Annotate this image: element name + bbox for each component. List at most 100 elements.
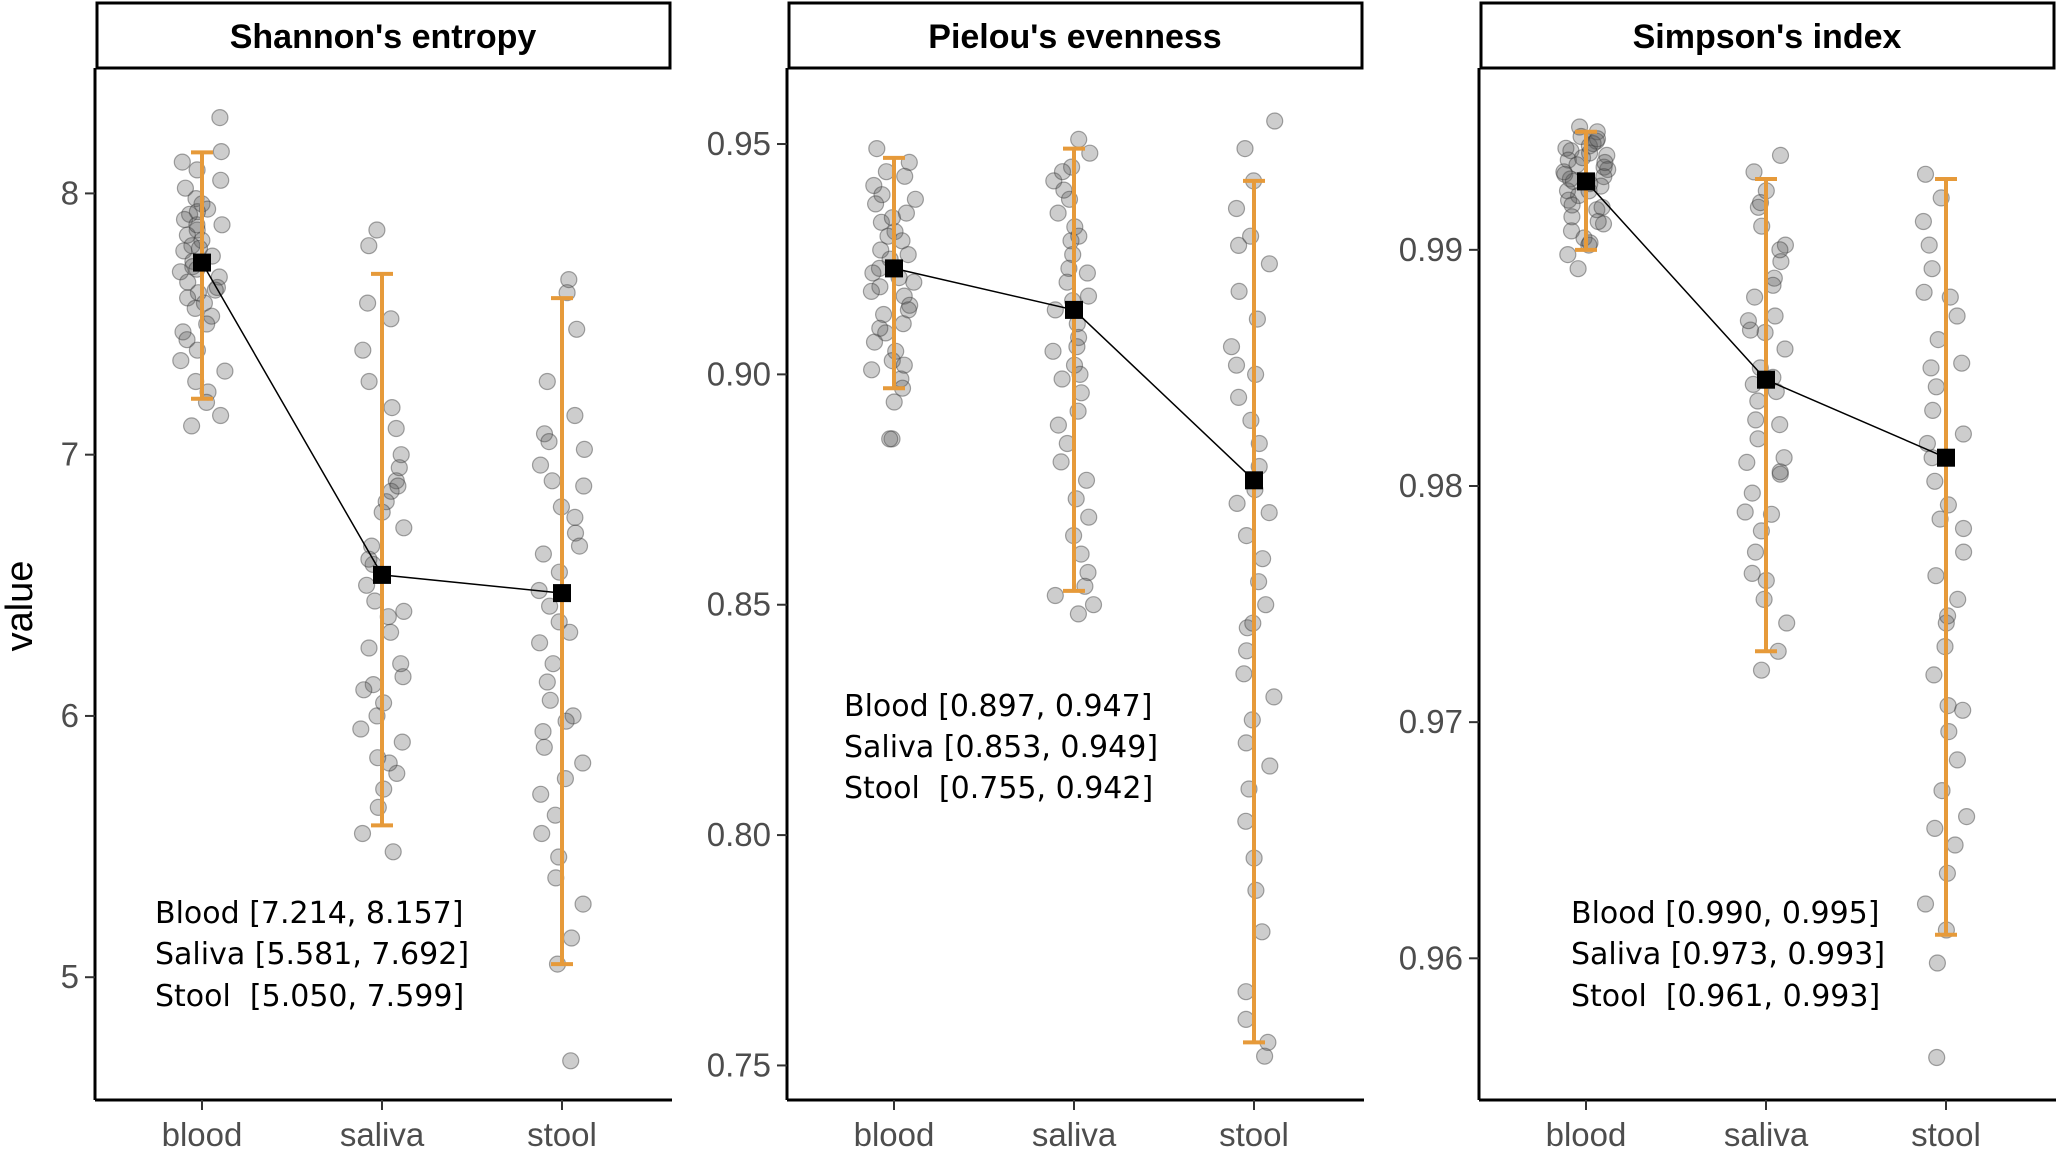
data-point: [1261, 757, 1279, 775]
y-tick-label: 7: [61, 436, 79, 473]
data-point: [1557, 139, 1575, 157]
data-point: [896, 167, 914, 185]
data-point: [1078, 264, 1096, 282]
data-point: [1749, 430, 1767, 448]
mean-marker: [553, 584, 571, 603]
data-point: [531, 456, 550, 474]
data-point: [1772, 253, 1790, 271]
data-point: [352, 720, 370, 738]
data-point: [382, 310, 400, 328]
interval-label-blood: Blood [0.897, 0.947]: [844, 689, 1152, 724]
interval-label-saliva: Saliva [0.853, 0.949]: [844, 730, 1158, 765]
data-point: [1222, 338, 1241, 356]
data-point: [1738, 453, 1756, 471]
mean-marker: [1577, 172, 1595, 191]
data-point: [1237, 983, 1255, 1001]
data-point: [900, 153, 918, 171]
interval-label-stool: Stool [5.050, 7.599]: [155, 979, 464, 1014]
data-point: [566, 406, 584, 425]
data-point: [1778, 614, 1796, 632]
data-point: [575, 477, 593, 495]
data-point: [360, 237, 378, 255]
data-point: [874, 305, 893, 324]
data-point: [1955, 543, 1973, 561]
data-point: [1053, 370, 1071, 388]
data-point: [865, 333, 884, 351]
data-point: [389, 477, 407, 495]
data-point: [1776, 340, 1794, 358]
data-point: [1588, 201, 1606, 219]
data-point: [1771, 465, 1789, 483]
interval-label-stool: Stool [0.961, 0.993]: [1571, 979, 1880, 1014]
data-point: [885, 393, 903, 411]
data-point: [866, 195, 885, 213]
data-point: [568, 320, 586, 338]
data-point: [1743, 484, 1761, 502]
data-point: [540, 433, 558, 451]
data-point: [1954, 701, 1972, 719]
y-axis-title: value: [0, 561, 41, 652]
interval-label-saliva: Saliva [5.581, 7.692]: [155, 937, 469, 972]
data-point: [1555, 163, 1573, 181]
data-point: [538, 673, 556, 691]
data-point: [1562, 142, 1580, 160]
interval-label-blood: Blood [7.214, 8.157]: [155, 896, 463, 931]
data-point: [1739, 312, 1757, 330]
data-point: [183, 237, 201, 255]
mean-marker: [1757, 370, 1775, 389]
data-point: [862, 361, 881, 379]
data-point: [1954, 425, 1972, 443]
data-point: [1928, 954, 1946, 972]
data-point: [1256, 1047, 1274, 1065]
data-point: [1749, 392, 1767, 410]
data-point: [883, 430, 901, 448]
data-point: [387, 419, 405, 438]
data-point: [393, 733, 411, 751]
data-point: [1946, 836, 1964, 854]
data-point: [1068, 338, 1086, 356]
data-point: [1954, 519, 1973, 538]
data-point: [1055, 181, 1073, 199]
data-point: [1766, 307, 1784, 325]
data-point: [212, 171, 230, 189]
y-tick-label: 0.80: [707, 816, 771, 853]
data-point: [872, 241, 890, 259]
panel-title: Pielou's evenness: [928, 18, 1221, 56]
data-point: [1771, 146, 1790, 164]
data-point: [1741, 321, 1760, 339]
panel-strip: [1479, 1, 2056, 70]
y-ticks: 5 6 7 8: [61, 174, 95, 995]
data-point: [388, 764, 406, 783]
data-point: [174, 323, 192, 341]
data-point: [1227, 356, 1246, 374]
data-point: [1079, 287, 1098, 305]
data-point: [1596, 153, 1614, 172]
data-point: [1736, 503, 1754, 521]
data-point: [1260, 255, 1278, 273]
data-point: [864, 264, 882, 282]
y-tick-label: 5: [61, 958, 79, 995]
data-point: [383, 399, 401, 417]
data-point: [180, 205, 199, 223]
data-point: [534, 722, 552, 741]
panel-title: Simpson's index: [1633, 18, 1902, 56]
data-point: [1228, 494, 1246, 512]
data-point: [1236, 140, 1254, 158]
data-point: [172, 352, 190, 370]
data-point: [1595, 168, 1613, 186]
data-point: [1053, 163, 1072, 181]
y-tick-label: 0.99: [1399, 231, 1463, 268]
data-point: [872, 213, 891, 231]
data-point: [544, 655, 562, 673]
data-point: [1230, 388, 1248, 406]
data-point: [1588, 130, 1607, 148]
data-point: [1081, 144, 1099, 162]
data-point: [176, 179, 195, 197]
data-point: [1260, 503, 1278, 522]
data-point: [1046, 586, 1064, 605]
interval-label-saliva: Saliva [0.973, 0.993]: [1571, 937, 1885, 972]
data-point: [566, 508, 584, 527]
panel-strip: [787, 1, 1364, 70]
data-point: [897, 204, 916, 222]
